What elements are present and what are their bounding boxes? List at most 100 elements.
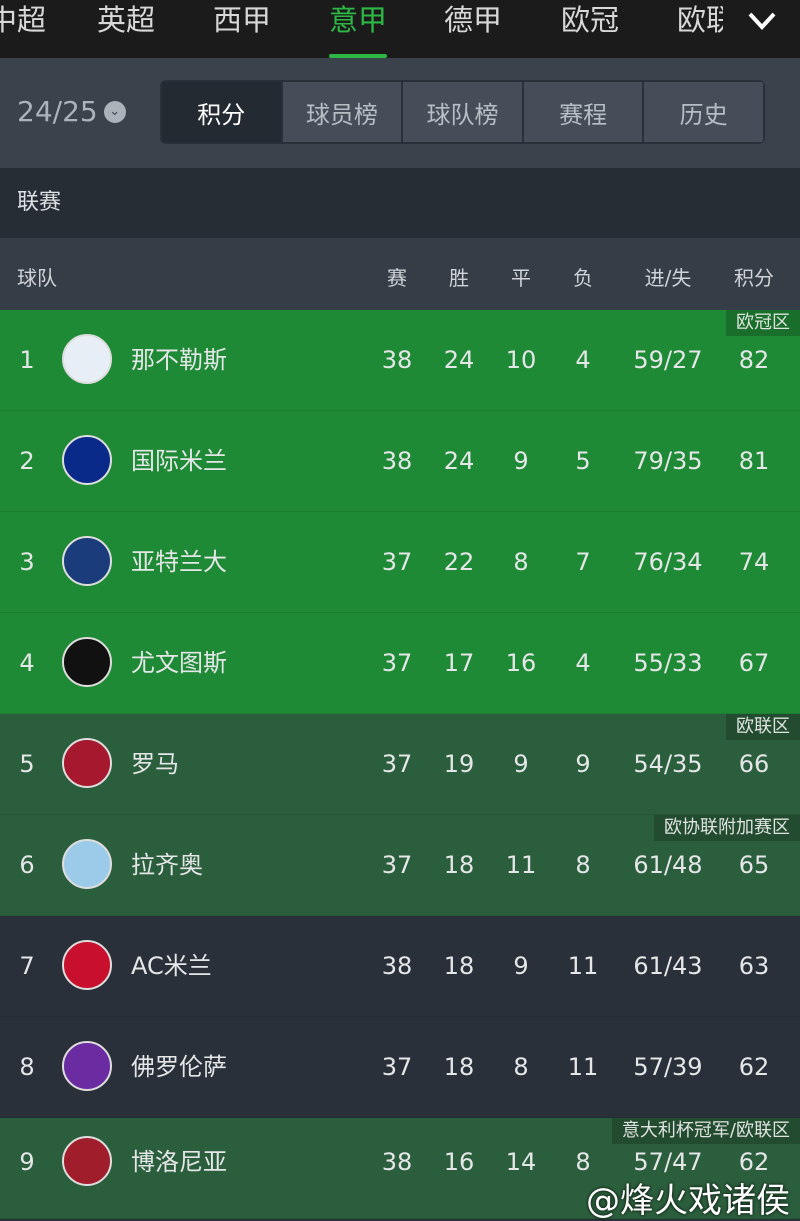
col-played: 赛 [387, 266, 407, 290]
goals-cell: 55/33 [633, 649, 703, 677]
won-cell: 24 [443, 447, 475, 475]
points-cell: 74 [738, 548, 770, 576]
lost-cell: 4 [575, 346, 591, 374]
team-name[interactable]: 尤文图斯 [131, 649, 227, 677]
won-cell: 17 [443, 649, 475, 677]
zone-badge: 欧协联附加赛区 [654, 815, 800, 841]
team-name[interactable]: AC米兰 [131, 952, 212, 980]
roma-logo [62, 738, 112, 788]
segment-control: 积分 球员榜 球队榜 赛程 历史 [160, 80, 765, 144]
lost-cell: 8 [575, 851, 591, 879]
tab-uel[interactable]: 欧联 [677, 3, 723, 37]
table-row[interactable]: 1 38 24 10 4 59/27 82 那不勒斯 欧冠区 [0, 310, 800, 411]
tab-serie-a[interactable]: 意甲 [329, 2, 388, 58]
lost-cell: 11 [567, 1053, 599, 1081]
season-selector[interactable]: 24/25 ⌄ [17, 95, 126, 128]
drawn-cell: 8 [513, 1053, 529, 1081]
rank-cell: 7 [19, 952, 35, 980]
rank-cell: 4 [19, 649, 35, 677]
won-cell: 16 [443, 1148, 475, 1176]
table-row[interactable]: 7 38 18 9 11 61/43 63 AC米兰 [0, 916, 800, 1017]
won-cell: 18 [443, 851, 475, 879]
tab-team-rank[interactable]: 球队榜 [403, 82, 522, 142]
goals-cell: 61/43 [633, 952, 703, 980]
team-name[interactable]: 亚特兰大 [131, 548, 227, 576]
table-row[interactable]: 6 37 18 11 8 61/48 65 拉齐奥 欧协联附加赛区 [0, 815, 800, 916]
table-row[interactable]: 8 37 18 8 11 57/39 62 佛罗伦萨 [0, 1017, 800, 1118]
played-cell: 37 [381, 649, 413, 677]
tab-history[interactable]: 历史 [644, 82, 763, 142]
team-name[interactable]: 那不勒斯 [131, 346, 227, 374]
standings-table: 1 38 24 10 4 59/27 82 那不勒斯 欧冠区 2 38 24 9 5 79/35 81 国际米兰… [0, 310, 800, 1219]
goals-cell: 79/35 [633, 447, 703, 475]
team-name[interactable]: 佛罗伦萨 [131, 1053, 227, 1081]
points-cell: 81 [738, 447, 770, 475]
tab-epl[interactable]: 英超 [97, 3, 156, 37]
rank-cell: 5 [19, 750, 35, 778]
drawn-cell: 14 [505, 1148, 537, 1176]
tab-laliga[interactable]: 西甲 [213, 3, 272, 37]
atalanta-logo [62, 536, 112, 586]
points-cell: 66 [738, 750, 770, 778]
drawn-cell: 9 [513, 750, 529, 778]
col-lost: 负 [573, 266, 593, 290]
chevron-down-icon[interactable] [744, 6, 780, 36]
sub-toolbar: 24/25 ⌄ 积分 球员榜 球队榜 赛程 历史 [0, 58, 800, 168]
tab-schedule[interactable]: 赛程 [523, 82, 643, 142]
league-tabs: 中超 英超 西甲 意甲 德甲 欧冠 欧联 [0, 0, 800, 58]
table-row[interactable]: 4 37 17 16 4 55/33 67 尤文图斯 [0, 613, 800, 714]
table-row[interactable]: 5 37 19 9 9 54/35 66 罗马 欧联区 [0, 714, 800, 815]
col-points: 积分 [734, 266, 774, 290]
team-name[interactable]: 罗马 [131, 750, 179, 778]
tab-standings[interactable]: 积分 [162, 82, 281, 142]
won-cell: 18 [443, 952, 475, 980]
tab-ucl[interactable]: 欧冠 [561, 3, 620, 37]
points-cell: 82 [738, 346, 770, 374]
lost-cell: 7 [575, 548, 591, 576]
section-title: 联赛 [0, 168, 800, 238]
lazio-logo [62, 839, 112, 889]
juventus-logo [62, 637, 112, 687]
points-cell: 65 [738, 851, 770, 879]
played-cell: 37 [381, 851, 413, 879]
goals-cell: 61/48 [633, 851, 703, 879]
goals-cell: 57/39 [633, 1053, 703, 1081]
table-row[interactable]: 3 37 22 8 7 76/34 74 亚特兰大 [0, 512, 800, 613]
points-cell: 62 [738, 1053, 770, 1081]
lost-cell: 4 [575, 649, 591, 677]
team-name[interactable]: 国际米兰 [131, 447, 227, 475]
won-cell: 22 [443, 548, 475, 576]
drawn-cell: 9 [513, 952, 529, 980]
napoli-logo [62, 334, 112, 384]
chevron-down-icon: ⌄ [103, 100, 126, 123]
played-cell: 37 [381, 548, 413, 576]
col-won: 胜 [449, 266, 469, 290]
drawn-cell: 16 [505, 649, 537, 677]
fiorentina-logo [62, 1041, 112, 1091]
inter-logo [62, 435, 112, 485]
col-team: 球队 [17, 266, 57, 290]
goals-cell: 57/47 [633, 1148, 703, 1176]
lost-cell: 9 [575, 750, 591, 778]
played-cell: 38 [381, 346, 413, 374]
lost-cell: 8 [575, 1148, 591, 1176]
points-cell: 63 [738, 952, 770, 980]
played-cell: 38 [381, 952, 413, 980]
won-cell: 19 [443, 750, 475, 778]
won-cell: 18 [443, 1053, 475, 1081]
won-cell: 24 [443, 346, 475, 374]
tab-player-rank[interactable]: 球员榜 [282, 82, 402, 142]
team-name[interactable]: 博洛尼亚 [131, 1148, 227, 1176]
table-row[interactable]: 9 38 16 14 8 57/47 62 博洛尼亚 意大利杯冠军/欧联区 [0, 1118, 800, 1219]
col-drawn: 平 [511, 266, 531, 290]
played-cell: 37 [381, 1053, 413, 1081]
zone-badge: 欧联区 [726, 714, 800, 740]
watermark: @烽火戏诸侯 [586, 1181, 790, 1221]
rank-cell: 8 [19, 1053, 35, 1081]
table-row[interactable]: 2 38 24 9 5 79/35 81 国际米兰 [0, 411, 800, 512]
team-name[interactable]: 拉齐奥 [131, 851, 203, 879]
tab-csl[interactable]: 中超 [0, 3, 47, 37]
drawn-cell: 8 [513, 548, 529, 576]
col-goals: 进/失 [644, 266, 692, 290]
tab-bundesliga[interactable]: 德甲 [444, 3, 503, 37]
